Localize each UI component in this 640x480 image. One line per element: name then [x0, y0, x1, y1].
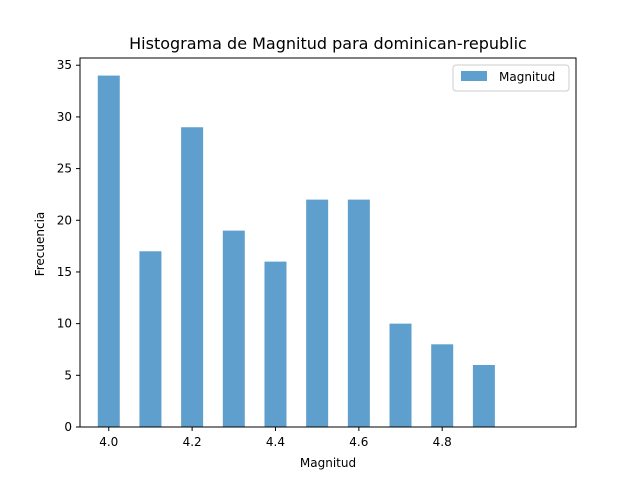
x-tick-label-4: 4.8 — [433, 435, 452, 449]
bar-4 — [264, 261, 287, 427]
legend-label: Magnitud — [499, 70, 555, 84]
bar-1 — [139, 251, 162, 427]
y-tick-label-7: 35 — [57, 58, 72, 72]
bar-7 — [389, 323, 412, 427]
y-tick-label-3: 15 — [57, 265, 72, 279]
bar-5 — [306, 199, 329, 427]
y-tick-label-6: 30 — [57, 110, 72, 124]
bar-9 — [472, 364, 495, 427]
x-axis-label: Magnitud — [300, 456, 356, 470]
bar-0 — [97, 75, 120, 427]
plot-frame — [79, 57, 577, 428]
x-axis-ticks: 4.0 4.2 4.4 4.6 4.8 — [99, 427, 452, 449]
y-tick-label-5: 25 — [57, 162, 72, 176]
legend-swatch — [461, 71, 487, 81]
x-tick-label-1: 4.2 — [183, 435, 202, 449]
y-tick-label-4: 20 — [57, 213, 72, 227]
y-tick-label-1: 5 — [64, 368, 72, 382]
bars-group — [97, 75, 495, 427]
bar-8 — [431, 344, 454, 427]
bar-2 — [181, 127, 204, 427]
x-tick-label-3: 4.6 — [349, 435, 368, 449]
bar-3 — [222, 230, 245, 427]
y-axis-ticks: 0 5 10 15 20 25 30 35 — [57, 58, 80, 434]
chart-title: Histograma de Magnitud para dominican-re… — [129, 34, 527, 53]
x-tick-label-0: 4.0 — [99, 435, 118, 449]
bar-6 — [347, 199, 370, 427]
y-tick-label-0: 0 — [64, 420, 72, 434]
legend: Magnitud — [452, 64, 570, 92]
y-tick-label-2: 10 — [57, 317, 72, 331]
y-axis-label: Frecuencia — [33, 212, 47, 277]
x-tick-label-2: 4.4 — [266, 435, 285, 449]
